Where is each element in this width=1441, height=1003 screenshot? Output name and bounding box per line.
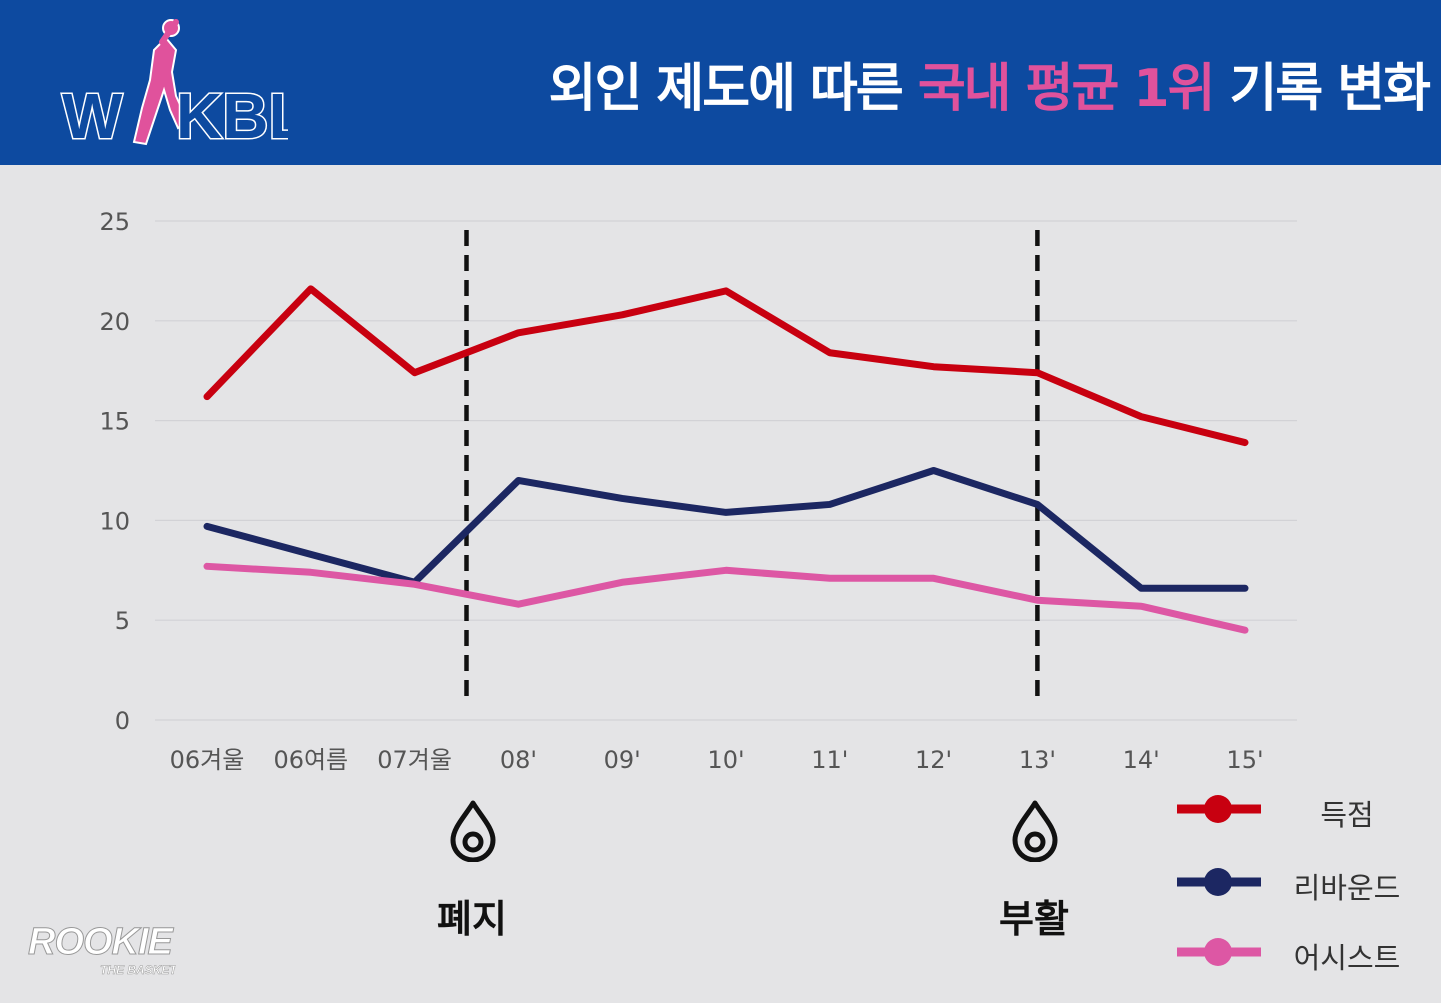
- svg-text:THE BASKET: THE BASKET: [100, 963, 176, 977]
- x-tick-label: 14': [1123, 746, 1160, 774]
- x-tick-label: 06겨울: [170, 746, 245, 774]
- x-tick-label: 08': [500, 746, 537, 774]
- legend-item-rebounds: 리바운드: [1175, 863, 1425, 905]
- y-tick-label: 10: [99, 507, 130, 535]
- legend-swatch: [1177, 868, 1261, 896]
- drop-pin-icon: [450, 800, 496, 862]
- x-tick-label: 06여름: [273, 746, 348, 774]
- line-chart: 0 5 10 15 20 25 06겨울 06여름 07겨울 08' 09' 10' 11' 12' 13'…: [99, 208, 1297, 774]
- title-part-2: 기록 변화: [1213, 59, 1431, 119]
- drop-pin-icon: [1012, 800, 1058, 862]
- marker-label-revived: 부활: [999, 897, 1069, 941]
- x-tick-label: 11': [811, 746, 848, 774]
- x-tick-label: 10': [707, 746, 744, 774]
- wkbl-logo: W KBL: [61, 19, 288, 154]
- title-part-1: 외인 제도에 따른: [548, 59, 918, 119]
- legend-swatch: [1177, 795, 1261, 823]
- svg-text:W: W: [62, 80, 123, 152]
- series-line-3: [203, 562, 1249, 634]
- svg-text:ROOKIE: ROOKIE: [28, 921, 175, 963]
- y-tick-label: 20: [99, 308, 130, 336]
- logo-text: KBL: [176, 80, 288, 152]
- y-tick-label: 15: [99, 408, 130, 436]
- y-tick-label: 5: [115, 607, 130, 635]
- x-tick-label: 12': [915, 746, 952, 774]
- legend-swatch: [1177, 938, 1261, 966]
- legend-item-points: 득점: [1175, 790, 1425, 832]
- title-highlight: 국내 평균 1위: [917, 59, 1216, 119]
- rookie-logo: ROOKIE THE BASKET: [28, 921, 177, 978]
- series-line-2: [203, 467, 1249, 592]
- legend-label: 어시스트: [1293, 941, 1401, 975]
- page-title: 외인 제도에 따른 국내 평균 1위 기록 변화: [548, 46, 1431, 121]
- legend-label: 득점: [1320, 798, 1374, 832]
- y-tick-label: 25: [99, 208, 130, 236]
- x-tick-label: 13': [1019, 746, 1056, 774]
- legend-item-assists: 어시스트: [1175, 933, 1425, 975]
- player-silhouette-icon: [132, 19, 190, 146]
- legend-label: 리바운드: [1293, 871, 1401, 905]
- y-tick-label: 0: [115, 707, 130, 735]
- header-banner: W KBL 외인 제도에 따른 국내 평균 1위 기록 변화: [0, 0, 1441, 165]
- marker-label-abolished: 폐지: [437, 897, 507, 941]
- x-tick-label: 07겨울: [377, 746, 452, 774]
- x-tick-label: 15': [1226, 746, 1263, 774]
- series-line-1: [203, 285, 1249, 447]
- x-tick-label: 09': [604, 746, 641, 774]
